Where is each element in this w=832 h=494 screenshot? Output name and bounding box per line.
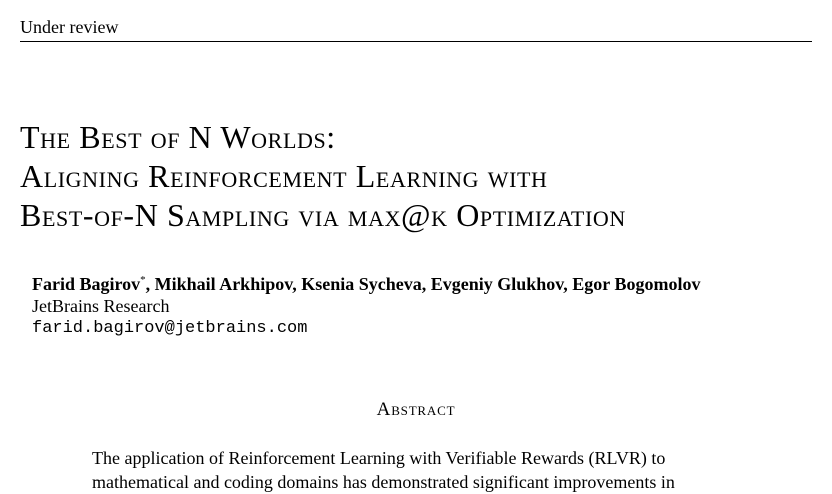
abstract-line-2: mathematical and coding domains has demo…	[92, 472, 675, 492]
corresponding-author-mark: *	[140, 274, 146, 286]
running-header: Under review	[20, 16, 812, 42]
running-head-text: Under review	[20, 17, 119, 37]
author-email: farid.bagirov@jetbrains.com	[32, 319, 308, 338]
affiliation: JetBrains Research	[32, 296, 170, 316]
abstract-line-1: The application of Reinforcement Learnin…	[92, 448, 666, 468]
paper-title: The Best of N Worlds: Aligning Reinforce…	[20, 118, 820, 235]
author-list: Farid Bagirov*, Mikhail Arkhipov, Ksenia…	[32, 274, 700, 295]
abstract-body: The application of Reinforcement Learnin…	[92, 446, 740, 494]
title-line-3: Best-of-N Sampling via max@k Optimizatio…	[20, 197, 626, 233]
first-author: Farid Bagirov	[32, 274, 141, 294]
title-line-1: The Best of N Worlds:	[20, 119, 336, 155]
other-authors: , Mikhail Arkhipov, Ksenia Sycheva, Evge…	[145, 274, 701, 294]
title-line-2: Aligning Reinforcement Learning with	[20, 158, 548, 194]
abstract-heading: Abstract	[376, 399, 456, 420]
